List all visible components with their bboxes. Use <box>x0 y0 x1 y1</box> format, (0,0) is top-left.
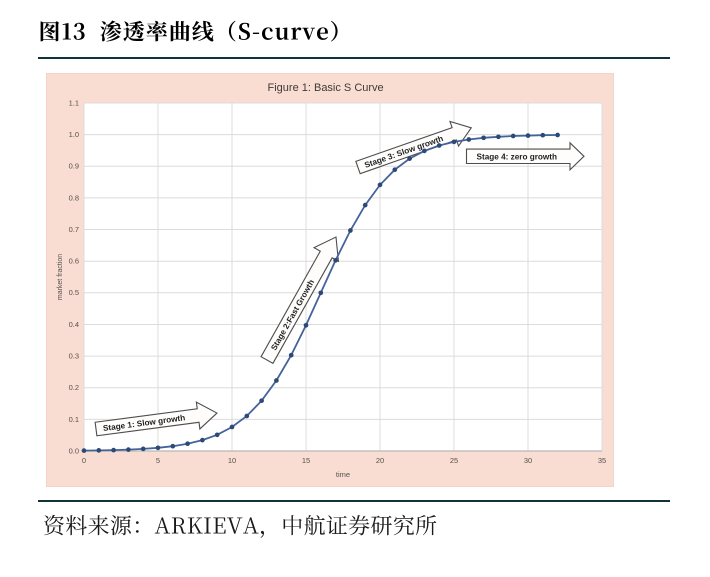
svg-text:25: 25 <box>450 456 458 465</box>
svg-text:0.5: 0.5 <box>69 288 79 297</box>
svg-text:time: time <box>336 470 350 479</box>
svg-text:0.6: 0.6 <box>69 257 79 266</box>
svg-text:0.3: 0.3 <box>69 352 79 361</box>
svg-text:0.9: 0.9 <box>69 162 79 171</box>
svg-text:15: 15 <box>302 456 310 465</box>
svg-text:5: 5 <box>156 456 160 465</box>
svg-text:30: 30 <box>524 456 532 465</box>
svg-text:10: 10 <box>228 456 236 465</box>
svg-text:35: 35 <box>598 456 606 465</box>
svg-text:0.4: 0.4 <box>69 320 79 329</box>
svg-text:0.1: 0.1 <box>69 415 79 424</box>
svg-text:0.2: 0.2 <box>69 383 79 392</box>
svg-text:1.1: 1.1 <box>69 98 79 107</box>
svg-text:0.7: 0.7 <box>69 225 79 234</box>
svg-text:0: 0 <box>82 456 86 465</box>
svg-text:20: 20 <box>376 456 384 465</box>
svg-text:1.0: 1.0 <box>69 130 79 139</box>
svg-text:0.0: 0.0 <box>69 446 79 455</box>
svg-text:market fraction: market fraction <box>57 254 64 300</box>
svg-text:Figure 1: Basic S Curve: Figure 1: Basic S Curve <box>268 82 384 94</box>
svg-text:Stage 4: zero growth: Stage 4: zero growth <box>477 152 558 161</box>
svg-text:0.8: 0.8 <box>69 193 79 202</box>
